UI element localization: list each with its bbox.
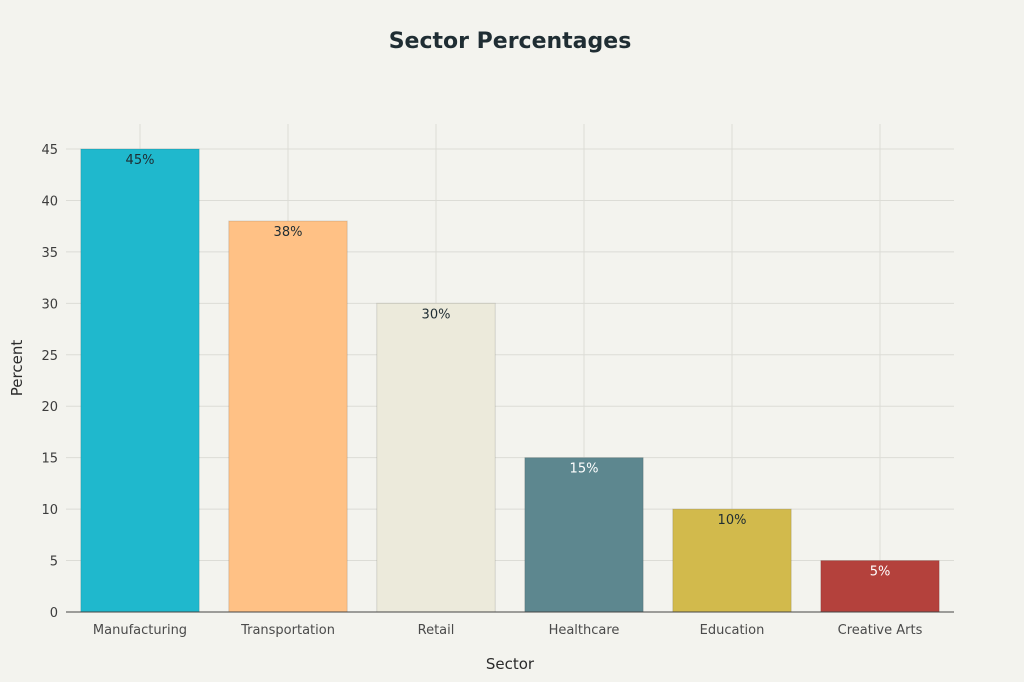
bar-healthcare: [524, 457, 644, 613]
bar-education: [672, 508, 792, 613]
x-tick-label: Creative Arts: [838, 623, 923, 638]
x-tick-label: Education: [700, 623, 765, 638]
y-tick-label: 10: [41, 503, 58, 518]
y-tick-label: 35: [41, 246, 58, 261]
x-tick-label: Transportation: [240, 623, 335, 638]
bar-manufacturing: [80, 148, 200, 613]
x-tick-label: Retail: [418, 623, 455, 638]
bar-data-label: 45%: [126, 153, 155, 168]
bar-retail: [376, 302, 496, 613]
bar-data-label: 30%: [422, 307, 451, 322]
y-tick-label: 40: [41, 194, 58, 209]
y-axis-title: Percent: [8, 340, 26, 397]
bar-creative-arts: [820, 560, 940, 613]
x-tick-label: Manufacturing: [93, 623, 187, 638]
y-tick-label: 30: [41, 297, 58, 312]
y-tick-label: 45: [41, 143, 58, 158]
y-tick-label: 0: [50, 606, 58, 621]
y-tick-label: 15: [41, 452, 58, 467]
x-axis-title: Sector: [486, 655, 535, 673]
bar-data-label: 10%: [718, 513, 747, 528]
bar-data-label: 15%: [570, 462, 599, 477]
bar-transportation: [228, 220, 348, 613]
bar-data-label: 38%: [274, 225, 303, 240]
x-tick-label: Healthcare: [549, 623, 620, 638]
bar-layer: 45% 38% 30% 15% 10% 5%: [80, 148, 940, 613]
chart-title: Sector Percentages: [389, 29, 632, 54]
y-tick-label: 5: [50, 555, 58, 570]
y-tick-label: 20: [41, 400, 58, 415]
axis-layer: 0 5 10 15 20 25 30 35 40 45 Manufacturing Transport…: [41, 143, 954, 638]
bar-data-label: 5%: [870, 565, 891, 580]
y-tick-label: 25: [41, 349, 58, 364]
